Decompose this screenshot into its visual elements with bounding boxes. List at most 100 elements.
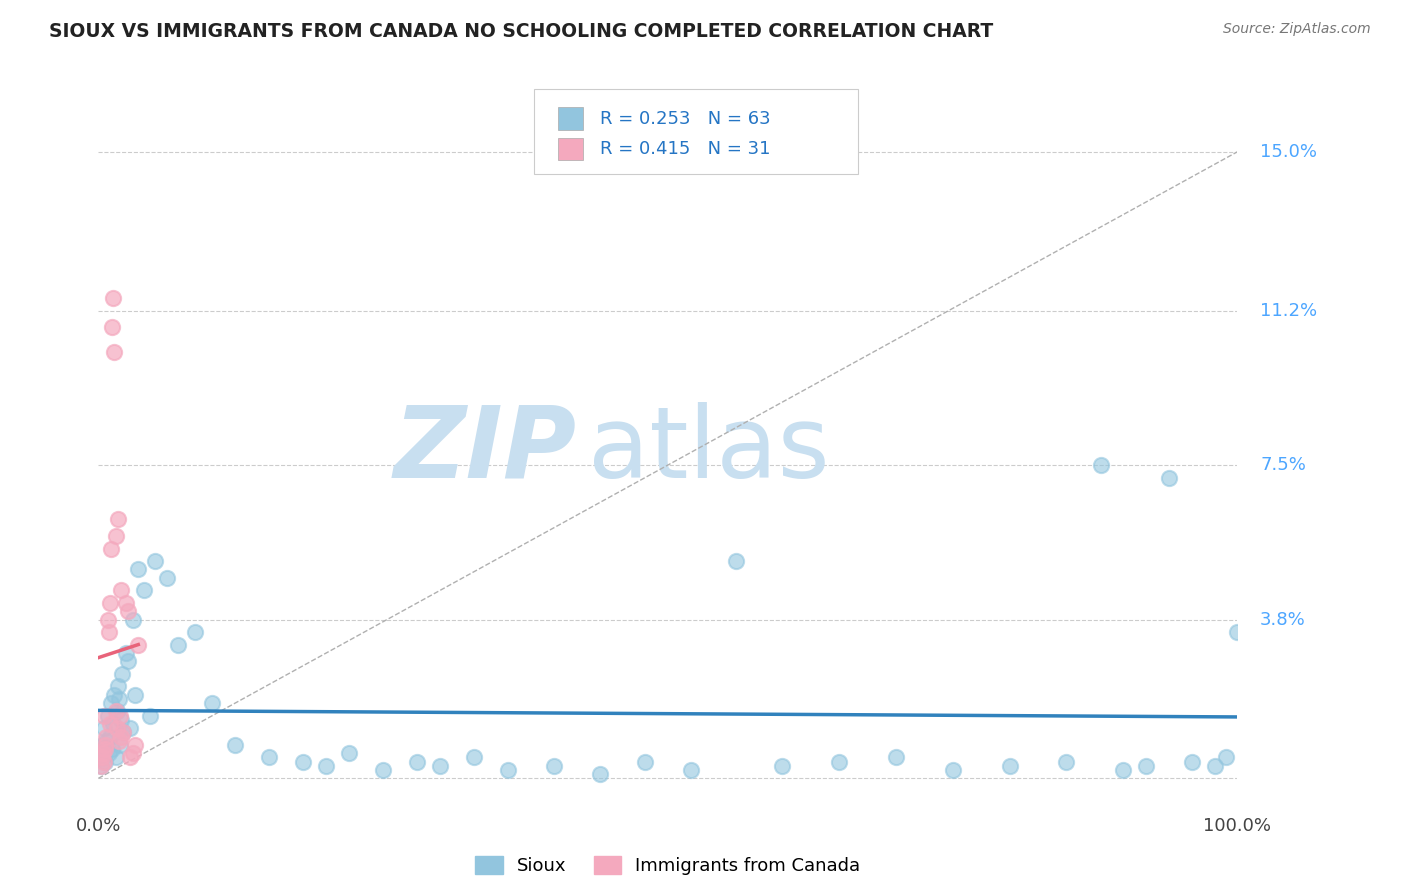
Point	[588, 767, 610, 781]
Point	[98, 730, 121, 744]
Point	[90, 758, 112, 772]
Point	[94, 742, 117, 756]
Point	[112, 725, 135, 739]
Point	[90, 750, 112, 764]
Point	[100, 696, 122, 710]
Point	[127, 638, 149, 652]
Point	[96, 613, 118, 627]
Point	[120, 750, 142, 764]
Point	[634, 755, 657, 769]
Text: SIOUX VS IMMIGRANTS FROM CANADA NO SCHOOLING COMPLETED CORRELATION CHART: SIOUX VS IMMIGRANTS FROM CANADA NO SCHOO…	[49, 22, 994, 41]
Point	[124, 688, 146, 702]
Point	[94, 738, 117, 752]
Point	[1056, 755, 1078, 769]
Point	[145, 554, 167, 568]
Legend: Sioux, Immigrants from Canada: Sioux, Immigrants from Canada	[475, 855, 860, 875]
Point	[127, 562, 149, 576]
Point	[104, 705, 127, 719]
Point	[91, 738, 114, 752]
Point	[1112, 763, 1135, 777]
Point	[97, 746, 120, 760]
Point	[103, 688, 125, 702]
Point	[292, 755, 315, 769]
Text: 7.5%: 7.5%	[1260, 456, 1306, 474]
Point	[121, 613, 143, 627]
Point	[110, 583, 132, 598]
Point	[107, 680, 129, 694]
Point	[108, 708, 131, 723]
Point	[998, 758, 1021, 772]
Point	[93, 721, 115, 735]
Point	[94, 755, 117, 769]
Point	[100, 541, 122, 556]
Point	[1135, 758, 1157, 772]
Point	[1181, 755, 1204, 769]
Point	[97, 625, 120, 640]
Point	[93, 755, 115, 769]
Point	[101, 742, 124, 756]
Point	[110, 730, 132, 744]
Point	[884, 750, 907, 764]
Point	[111, 666, 134, 681]
Point	[498, 763, 520, 777]
Point	[1090, 458, 1112, 472]
Point	[114, 646, 136, 660]
Point	[108, 733, 131, 747]
Point	[1215, 750, 1237, 764]
Point	[104, 750, 127, 764]
Point	[770, 758, 793, 772]
Point	[103, 345, 125, 359]
Point	[93, 708, 115, 723]
Point	[96, 733, 118, 747]
Point	[337, 746, 360, 760]
Point	[371, 763, 394, 777]
Point	[91, 746, 114, 760]
Point	[101, 320, 124, 334]
Point	[201, 696, 224, 710]
Point	[90, 750, 112, 764]
Point	[98, 717, 121, 731]
Text: 3.8%: 3.8%	[1260, 611, 1306, 629]
Point	[110, 713, 132, 727]
Point	[107, 512, 129, 526]
Point	[120, 721, 142, 735]
Point	[259, 750, 281, 764]
Point	[167, 638, 190, 652]
Point	[103, 291, 125, 305]
Text: R = 0.253   N = 63: R = 0.253 N = 63	[600, 110, 770, 128]
Text: 15.0%: 15.0%	[1260, 143, 1317, 161]
Point	[463, 750, 485, 764]
Point	[138, 708, 160, 723]
Text: 11.2%: 11.2%	[1260, 301, 1317, 319]
Point	[103, 717, 125, 731]
Point	[1204, 758, 1226, 772]
Text: Source: ZipAtlas.com: Source: ZipAtlas.com	[1223, 22, 1371, 37]
Point	[121, 746, 143, 760]
Point	[725, 554, 748, 568]
Point	[156, 571, 179, 585]
Point	[104, 529, 127, 543]
Point	[132, 583, 155, 598]
Point	[105, 705, 128, 719]
Point	[108, 738, 131, 752]
Point	[315, 758, 337, 772]
Point	[124, 738, 146, 752]
Point	[117, 604, 139, 618]
Point	[942, 763, 965, 777]
Point	[112, 725, 135, 739]
Point	[429, 758, 451, 772]
Point	[1226, 625, 1249, 640]
Point	[679, 763, 702, 777]
Point	[184, 625, 207, 640]
Point	[114, 596, 136, 610]
Point	[108, 692, 131, 706]
Point	[828, 755, 851, 769]
Point	[117, 654, 139, 668]
Text: R = 0.415   N = 31: R = 0.415 N = 31	[600, 140, 770, 158]
Text: ZIP: ZIP	[394, 402, 576, 499]
Text: atlas: atlas	[588, 402, 830, 499]
Point	[98, 596, 121, 610]
Point	[1157, 470, 1180, 484]
Point	[96, 730, 118, 744]
Point	[105, 721, 128, 735]
